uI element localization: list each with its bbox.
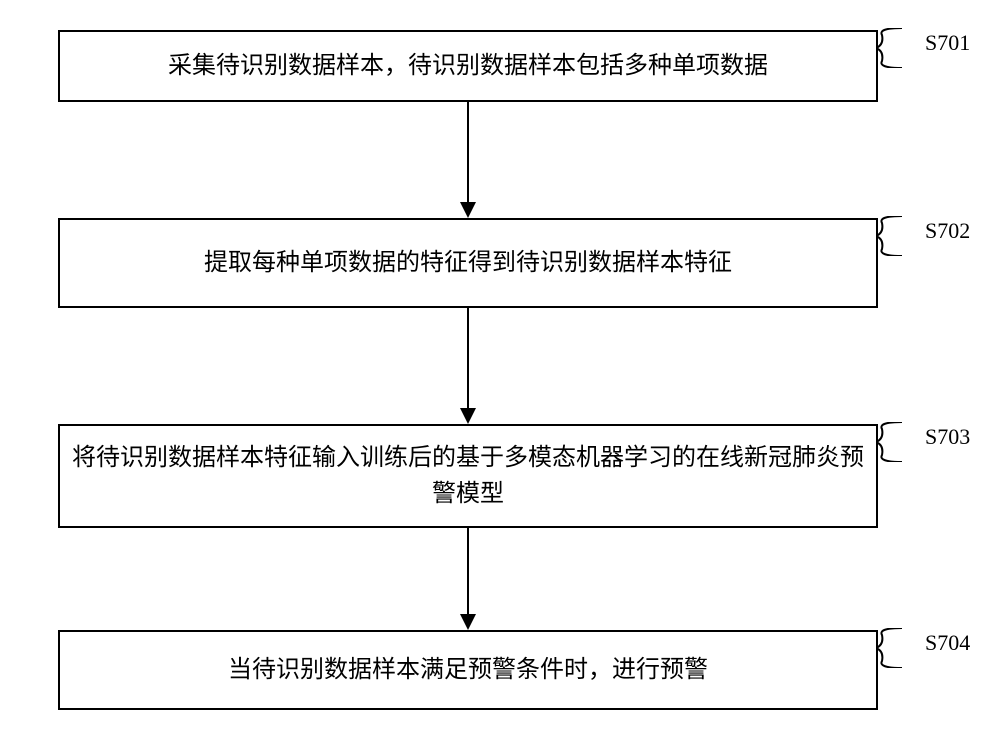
flow-edge-line: [467, 102, 469, 204]
flow-step-s704: 当待识别数据样本满足预警条件时，进行预警: [58, 630, 878, 710]
flow-step-s703: 将待识别数据样本特征输入训练后的基于多模态机器学习的在线新冠肺炎预警模型: [58, 424, 878, 528]
flow-step-label-s701: S701: [925, 30, 970, 56]
flow-step-s701: 采集待识别数据样本，待识别数据样本包括多种单项数据: [58, 30, 878, 102]
flow-step-text: 提取每种单项数据的特征得到待识别数据样本特征: [204, 245, 732, 281]
flow-step-s702: 提取每种单项数据的特征得到待识别数据样本特征: [58, 218, 878, 308]
flow-edge-line: [467, 308, 469, 410]
brace-icon: [876, 28, 906, 68]
arrow-down-icon: [460, 614, 476, 630]
flow-step-text: 采集待识别数据样本，待识别数据样本包括多种单项数据: [168, 48, 768, 84]
brace-icon: [876, 628, 906, 668]
flow-step-label-s704: S704: [925, 630, 970, 656]
flowchart-canvas: 采集待识别数据样本，待识别数据样本包括多种单项数据 S701 提取每种单项数据的特征…: [0, 0, 1000, 732]
flow-step-label-s703: S703: [925, 424, 970, 450]
flow-step-text: 将待识别数据样本特征输入训练后的基于多模态机器学习的在线新冠肺炎预警模型: [72, 440, 864, 512]
brace-icon: [876, 422, 906, 462]
arrow-down-icon: [460, 202, 476, 218]
flow-step-text: 当待识别数据样本满足预警条件时，进行预警: [228, 652, 708, 688]
flow-edge-line: [467, 528, 469, 616]
brace-icon: [876, 216, 906, 256]
arrow-down-icon: [460, 408, 476, 424]
flow-step-label-s702: S702: [925, 218, 970, 244]
